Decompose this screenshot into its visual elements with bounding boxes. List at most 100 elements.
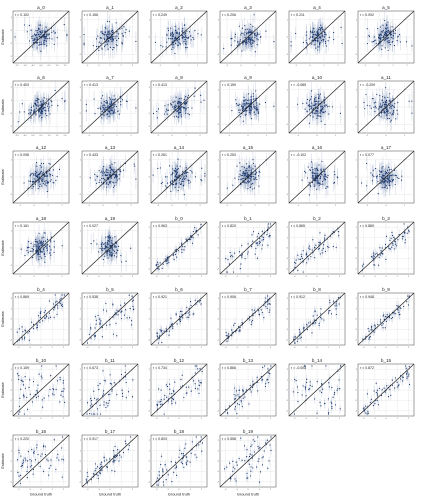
y-tick-label: 1 bbox=[287, 89, 288, 91]
data-point bbox=[162, 263, 164, 265]
data-point bbox=[314, 167, 316, 170]
data-point bbox=[249, 177, 251, 180]
data-point bbox=[393, 32, 395, 34]
data-point bbox=[100, 171, 102, 173]
data-point bbox=[159, 167, 161, 169]
data-point bbox=[394, 103, 396, 105]
data-point bbox=[32, 186, 34, 188]
data-point bbox=[186, 102, 188, 104]
data-point bbox=[104, 242, 107, 244]
data-point bbox=[173, 108, 175, 110]
data-point bbox=[234, 33, 237, 35]
data-point bbox=[246, 42, 248, 44]
y-tick-label: 1 bbox=[80, 19, 81, 21]
data-point bbox=[317, 180, 319, 182]
correlation-label: r = 0.261 bbox=[153, 153, 167, 157]
data-point bbox=[156, 117, 159, 119]
data-point bbox=[36, 175, 38, 178]
data-point bbox=[312, 116, 314, 118]
data-point bbox=[251, 39, 254, 41]
data-point bbox=[182, 174, 184, 176]
data-point bbox=[249, 38, 251, 40]
data-point bbox=[109, 103, 111, 105]
data-point bbox=[248, 108, 251, 110]
data-point bbox=[390, 168, 392, 171]
data-point bbox=[175, 182, 178, 184]
data-point bbox=[98, 169, 100, 172]
data-point bbox=[35, 170, 37, 173]
data-point bbox=[103, 104, 105, 107]
data-point bbox=[125, 260, 127, 262]
data-point bbox=[47, 37, 49, 40]
data-point bbox=[325, 175, 327, 178]
data-point bbox=[247, 188, 249, 190]
data-point bbox=[185, 107, 187, 110]
data-point bbox=[32, 180, 35, 183]
data-point bbox=[101, 32, 103, 34]
data-point bbox=[179, 165, 181, 167]
data-point bbox=[250, 118, 253, 120]
data-point bbox=[181, 251, 183, 253]
data-point bbox=[254, 178, 256, 181]
x-tick-label: 1 bbox=[335, 205, 336, 207]
data-point bbox=[189, 181, 192, 183]
data-point bbox=[180, 181, 183, 183]
data-point bbox=[333, 171, 335, 173]
data-point bbox=[254, 98, 256, 100]
data-point bbox=[273, 41, 275, 43]
data-point bbox=[315, 47, 317, 49]
data-point bbox=[395, 118, 397, 120]
data-point bbox=[57, 105, 59, 107]
data-point bbox=[185, 172, 187, 174]
data-point bbox=[379, 40, 381, 42]
data-point bbox=[113, 250, 116, 252]
data-point bbox=[234, 40, 236, 42]
data-point bbox=[41, 30, 43, 32]
data-point bbox=[162, 46, 164, 48]
data-point bbox=[44, 240, 47, 242]
subplot-title: a_7 bbox=[106, 75, 114, 80]
data-point bbox=[110, 38, 112, 41]
data-point bbox=[52, 169, 55, 171]
data-point bbox=[36, 246, 38, 248]
data-point bbox=[44, 174, 46, 176]
data-point bbox=[320, 105, 322, 107]
data-point bbox=[256, 44, 258, 46]
data-point bbox=[110, 109, 113, 112]
data-point bbox=[177, 116, 180, 118]
data-point bbox=[178, 182, 180, 184]
data-point bbox=[111, 108, 113, 110]
data-point bbox=[244, 31, 246, 33]
data-point bbox=[114, 244, 116, 247]
data-point bbox=[37, 101, 39, 103]
data-point bbox=[117, 33, 120, 35]
data-point bbox=[174, 186, 176, 188]
data-point bbox=[58, 168, 61, 170]
correlation-label: r = 0.413 bbox=[153, 83, 167, 87]
data-point bbox=[310, 186, 312, 188]
x-tick-label: 1 bbox=[266, 135, 267, 137]
data-point bbox=[174, 37, 176, 39]
data-point bbox=[166, 109, 168, 112]
correlation-label: r = -0.085 bbox=[291, 83, 306, 87]
data-point bbox=[31, 180, 34, 183]
data-point bbox=[306, 31, 308, 33]
x-tick-label: -1.5 bbox=[15, 65, 18, 67]
data-point bbox=[236, 165, 238, 167]
data-point bbox=[385, 99, 388, 102]
data-point bbox=[312, 33, 314, 36]
data-point bbox=[43, 249, 45, 251]
data-point bbox=[32, 250, 34, 252]
data-point bbox=[114, 37, 116, 39]
data-point bbox=[245, 103, 248, 105]
data-point bbox=[322, 38, 324, 41]
data-point bbox=[387, 21, 389, 23]
y-tick-label: 0 bbox=[287, 107, 288, 109]
data-point bbox=[168, 38, 170, 40]
data-point bbox=[250, 183, 252, 185]
y-tick-label: -1 bbox=[217, 124, 219, 126]
data-point bbox=[30, 106, 33, 108]
x-tick-label: 1 bbox=[404, 135, 405, 137]
identity-line bbox=[219, 150, 277, 204]
data-point bbox=[102, 114, 104, 116]
